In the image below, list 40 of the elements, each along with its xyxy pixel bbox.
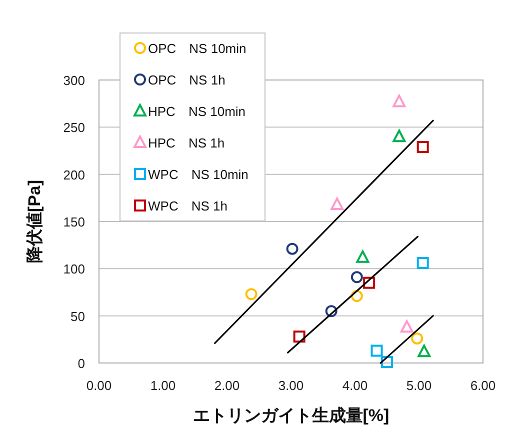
- x-tick-label: 3.00: [278, 378, 304, 393]
- point: [411, 332, 424, 344]
- x-tick-label: 4.00: [342, 378, 368, 393]
- point: [245, 288, 258, 300]
- y-tick-label: 100: [63, 262, 85, 277]
- y-tick-label: 300: [63, 73, 85, 88]
- point: [356, 250, 370, 263]
- point: [392, 130, 406, 142]
- legend-label: OPC NS 10min: [148, 41, 246, 56]
- x-tick-label: 5.00: [406, 378, 432, 393]
- legend-label: WPC NS 10min: [148, 167, 248, 182]
- y-tick-label: 200: [63, 167, 85, 182]
- y-tick-label: 250: [63, 120, 85, 136]
- x-tick-label: 6.00: [470, 378, 496, 393]
- point: [363, 276, 376, 289]
- y-tick-label: 0: [78, 356, 85, 371]
- point: [392, 94, 406, 108]
- legend-label: HPC NS 1h: [148, 136, 225, 150]
- point: [350, 290, 363, 302]
- point: [416, 257, 429, 270]
- point: [370, 344, 383, 357]
- point: [418, 344, 431, 358]
- legend-label: WPC NS 1h: [148, 198, 228, 214]
- x-tick-label: 1.00: [150, 378, 176, 393]
- point: [381, 356, 393, 368]
- legend-label: HPC NS 10min: [148, 104, 246, 119]
- point: [416, 140, 429, 153]
- y-tick-label: 150: [63, 214, 85, 230]
- y-axis-title: 降伏値[Pa]: [25, 180, 44, 264]
- point: [350, 271, 363, 284]
- point: [330, 198, 344, 210]
- point: [400, 320, 414, 333]
- point: [293, 330, 306, 343]
- x-axis-title: エトリンガイト生成量[%]: [192, 406, 390, 425]
- x-tick-label: 2.00: [214, 378, 240, 393]
- y-tick-label: 50: [70, 308, 85, 324]
- point: [325, 305, 338, 318]
- x-tick-label: 0.00: [86, 378, 112, 393]
- legend-label: OPC NS 1h: [148, 72, 226, 88]
- point: [286, 242, 298, 255]
